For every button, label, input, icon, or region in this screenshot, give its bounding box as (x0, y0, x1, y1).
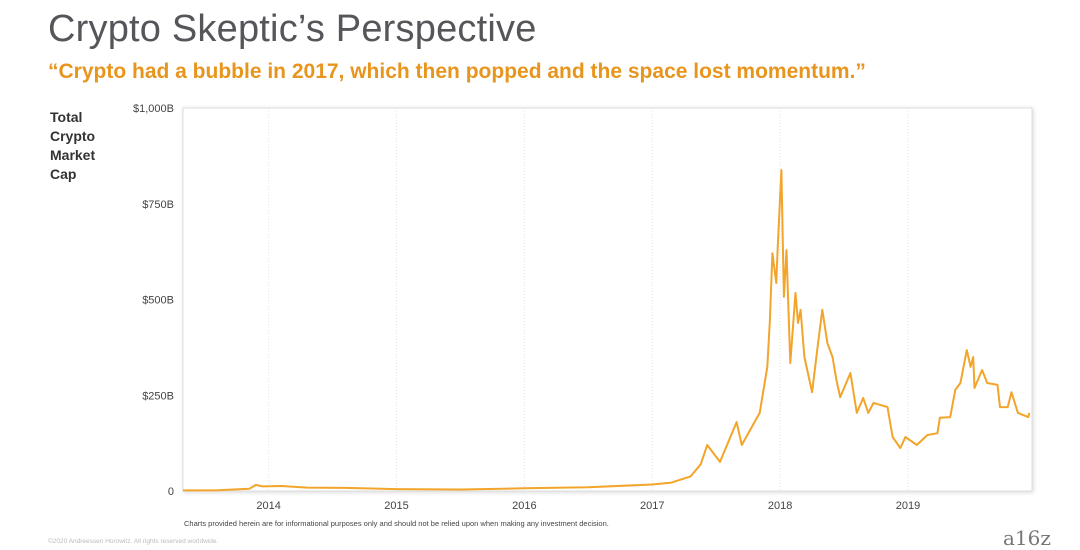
x-tick-label: 2017 (640, 500, 664, 512)
x-tick-label: 2016 (512, 500, 536, 512)
y-axis-label-line: Market (50, 147, 96, 163)
x-tick-label: 2019 (896, 500, 920, 512)
y-axis-label-line: Cap (50, 166, 77, 182)
y-tick-label: $250B (142, 390, 174, 402)
market-cap-line (182, 169, 1031, 492)
y-tick-label: $750B (142, 199, 174, 211)
disclaimer: Charts provided herein are for informati… (184, 519, 609, 528)
y-tick-label: $1,000B (133, 103, 174, 115)
x-tick-label: 2014 (256, 500, 280, 512)
y-tick-label: 0 (168, 486, 174, 498)
plot-area (182, 107, 1033, 492)
y-axis-label-line: Total (50, 109, 83, 125)
y-axis-label-line: Crypto (50, 128, 96, 144)
a16z-logo: a16z (1003, 526, 1051, 550)
copyright: ©2020 Andreessen Horowitz. All rights re… (48, 538, 219, 545)
y-axis-label: Total Crypto Market Cap (50, 108, 110, 184)
page-title: Crypto Skeptic’s Perspective (48, 8, 537, 50)
x-tick-label: 2015 (384, 500, 408, 512)
x-tick-label: 2018 (768, 500, 792, 512)
page-subtitle: “Crypto had a bubble in 2017, which then… (48, 60, 866, 83)
y-tick-label: $500B (142, 295, 174, 307)
